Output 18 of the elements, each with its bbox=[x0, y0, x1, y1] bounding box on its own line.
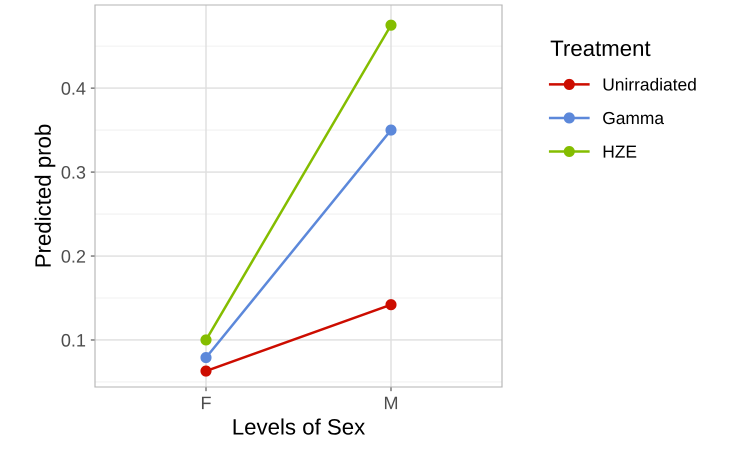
point bbox=[385, 20, 397, 31]
point bbox=[385, 124, 397, 136]
point bbox=[200, 352, 212, 364]
legend-label: Unirradiated bbox=[604, 78, 696, 91]
y-tick-label: 0.1 bbox=[62, 334, 86, 347]
point bbox=[385, 299, 397, 310]
point bbox=[200, 334, 212, 346]
y-axis-title: Predicted prob bbox=[34, 124, 56, 266]
legend-title: Treatment bbox=[550, 40, 650, 56]
legend-label: HZE bbox=[604, 146, 636, 158]
point bbox=[200, 365, 212, 377]
x-axis-title: Levels of Sex bbox=[234, 418, 365, 435]
y-tick-label: 0.3 bbox=[62, 166, 86, 179]
x-tick-label: F bbox=[202, 396, 211, 410]
legend-label: Gamma bbox=[603, 112, 664, 124]
y-tick-label: 0.2 bbox=[62, 250, 86, 263]
x-tick-label: M bbox=[384, 396, 398, 410]
y-tick-label: 0.4 bbox=[62, 82, 86, 95]
